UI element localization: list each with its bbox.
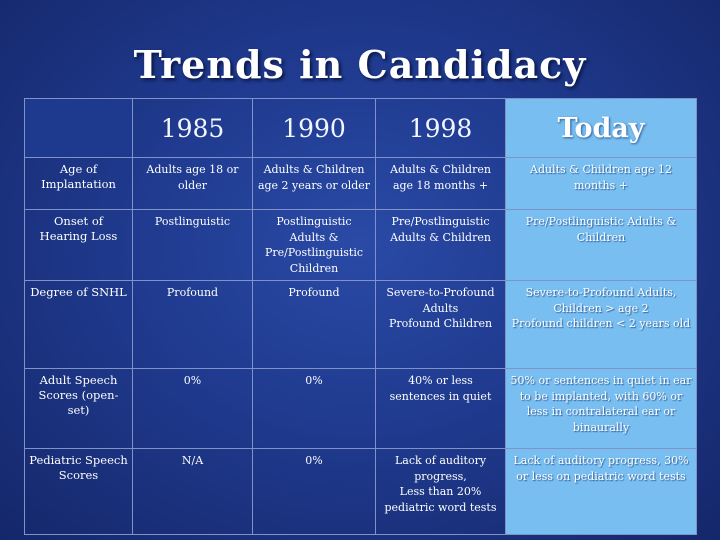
table-cell: Pre/Postlinguistic Adults & Children [375,209,506,281]
table-row: Degree of SNHL Profound Profound Severe-… [24,280,697,369]
table-cell-today: 50% or sentences in quiet in ear to be i… [505,368,697,449]
table-row: Pediatric Speech Scores N/A 0% Lack of a… [24,448,697,535]
row-label-age-of-implantation: Age of Implantation [24,157,133,210]
table-row: Age of Implantation Adults age 18 or old… [24,157,697,210]
table-cell: 0% [132,368,253,449]
table-cell: 0% [252,448,376,535]
table-cell: Severe-to-Profound Adults Profound Child… [375,280,506,369]
table-cell-today: Severe-to-Profound Adults, Children > ag… [505,280,697,369]
column-header-1998: 1998 [375,98,506,158]
table-cell: Adults & Children age 2 years or older [252,157,376,210]
table-cell-today: Lack of auditory progress, 30% or less o… [505,448,697,535]
row-label-pediatric-speech-scores: Pediatric Speech Scores [24,448,133,535]
table-cell: Adults & Children age 18 months + [375,157,506,210]
table-cell-today: Pre/Postlinguistic Adults & Children [505,209,697,281]
table-cell: Postlinguistic [132,209,253,281]
table-cell: N/A [132,448,253,535]
corner-cell [24,98,133,158]
table-cell-today: Adults & Children age 12 months + [505,157,697,210]
table-cell: Profound [252,280,376,369]
row-label-adult-speech-scores: Adult Speech Scores (open-set) [24,368,133,449]
table-row: Adult Speech Scores (open-set) 0% 0% 40%… [24,368,697,449]
column-header-1990: 1990 [252,98,376,158]
table-cell: Postlinguistic Adults & Pre/Postlinguist… [252,209,376,281]
table-cell: Lack of auditory progress, Less than 20%… [375,448,506,535]
column-header-today: Today [505,98,697,158]
table-cell: Profound [132,280,253,369]
slide-title: Trends in Candidacy [133,42,587,87]
candidacy-table: 1985 1990 1998 Today Age of Implantation… [24,98,697,535]
table-cell: Adults age 18 or older [132,157,253,210]
table-cell: 0% [252,368,376,449]
table-row: Onset of Hearing Loss Postlinguistic Pos… [24,209,697,281]
header-row: 1985 1990 1998 Today [24,98,697,158]
column-header-1985: 1985 [132,98,253,158]
row-label-onset-of-hearing-loss: Onset of Hearing Loss [24,209,133,281]
table-cell: 40% or less sentences in quiet [375,368,506,449]
row-label-degree-of-snhl: Degree of SNHL [24,280,133,369]
